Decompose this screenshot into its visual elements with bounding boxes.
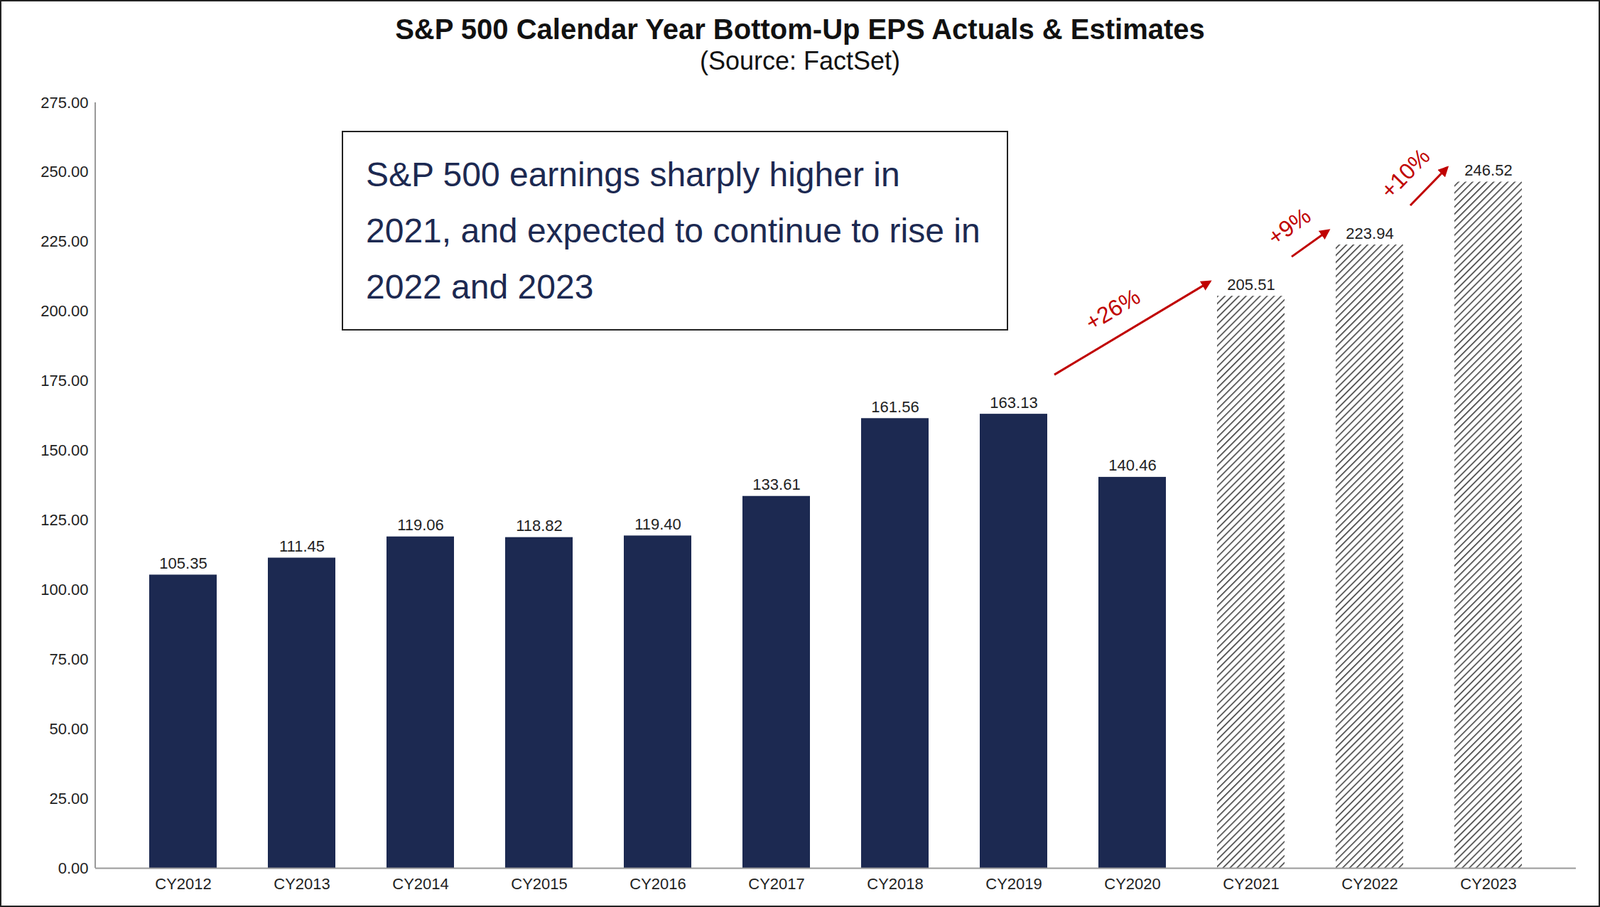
svg-text:163.13: 163.13	[989, 393, 1038, 412]
svg-text:CY2014: CY2014	[392, 874, 450, 893]
svg-text:CY2016: CY2016	[629, 874, 687, 893]
svg-text:CY2021: CY2021	[1222, 874, 1280, 893]
svg-text:CY2018: CY2018	[866, 874, 924, 893]
svg-text:CY2013: CY2013	[273, 874, 331, 893]
svg-text:140.46: 140.46	[1108, 456, 1156, 474]
svg-text:CY2017: CY2017	[748, 874, 805, 893]
svg-text:+10%: +10%	[1375, 143, 1436, 204]
svg-text:CY2023: CY2023	[1460, 874, 1517, 893]
svg-text:250.00: 250.00	[40, 162, 89, 181]
svg-text:119.06: 119.06	[397, 515, 445, 534]
svg-text:119.40: 119.40	[634, 515, 682, 533]
svg-text:105.35: 105.35	[159, 554, 207, 572]
svg-text:100.00: 100.00	[40, 580, 89, 599]
html-text:(Source: FactSet): (Source: FactSet)	[699, 46, 901, 76]
svg-text:111.45: 111.45	[279, 537, 325, 555]
svg-text:175.00: 175.00	[40, 371, 89, 390]
svg-text:133.61: 133.61	[752, 475, 800, 494]
svg-text:CY2020: CY2020	[1104, 874, 1161, 893]
svg-text:75.00: 75.00	[49, 650, 89, 668]
svg-text:CY2022: CY2022	[1341, 874, 1399, 893]
svg-text:+9%: +9%	[1263, 202, 1316, 251]
html-text:S&P 500 earnings sharply highe: S&P 500 earnings sharply higher in 2021,…	[365, 155, 981, 306]
svg-text:223.94: 223.94	[1345, 224, 1394, 243]
svg-text:CY2015: CY2015	[510, 874, 568, 893]
svg-text:275.00: 275.00	[40, 93, 89, 112]
svg-text:118.82: 118.82	[515, 516, 563, 535]
svg-text:205.51: 205.51	[1226, 275, 1275, 294]
html-text:S&P 500 Calendar Year Bottom-U: S&P 500 Calendar Year Bottom-Up EPS Actu…	[395, 13, 1205, 45]
svg-text:225.00: 225.00	[40, 232, 89, 251]
svg-text:CY2012: CY2012	[154, 874, 212, 893]
svg-text:161.56: 161.56	[871, 397, 919, 416]
svg-text:200.00: 200.00	[40, 301, 89, 320]
svg-text:246.52: 246.52	[1464, 161, 1512, 180]
svg-text:50.00: 50.00	[49, 719, 89, 738]
svg-text:CY2019: CY2019	[985, 874, 1043, 893]
svg-text:150.00: 150.00	[40, 441, 89, 459]
svg-text:+26%: +26%	[1080, 283, 1144, 336]
svg-text:25.00: 25.00	[49, 789, 89, 808]
svg-text:0.00: 0.00	[58, 858, 89, 877]
svg-text:125.00: 125.00	[40, 510, 89, 529]
